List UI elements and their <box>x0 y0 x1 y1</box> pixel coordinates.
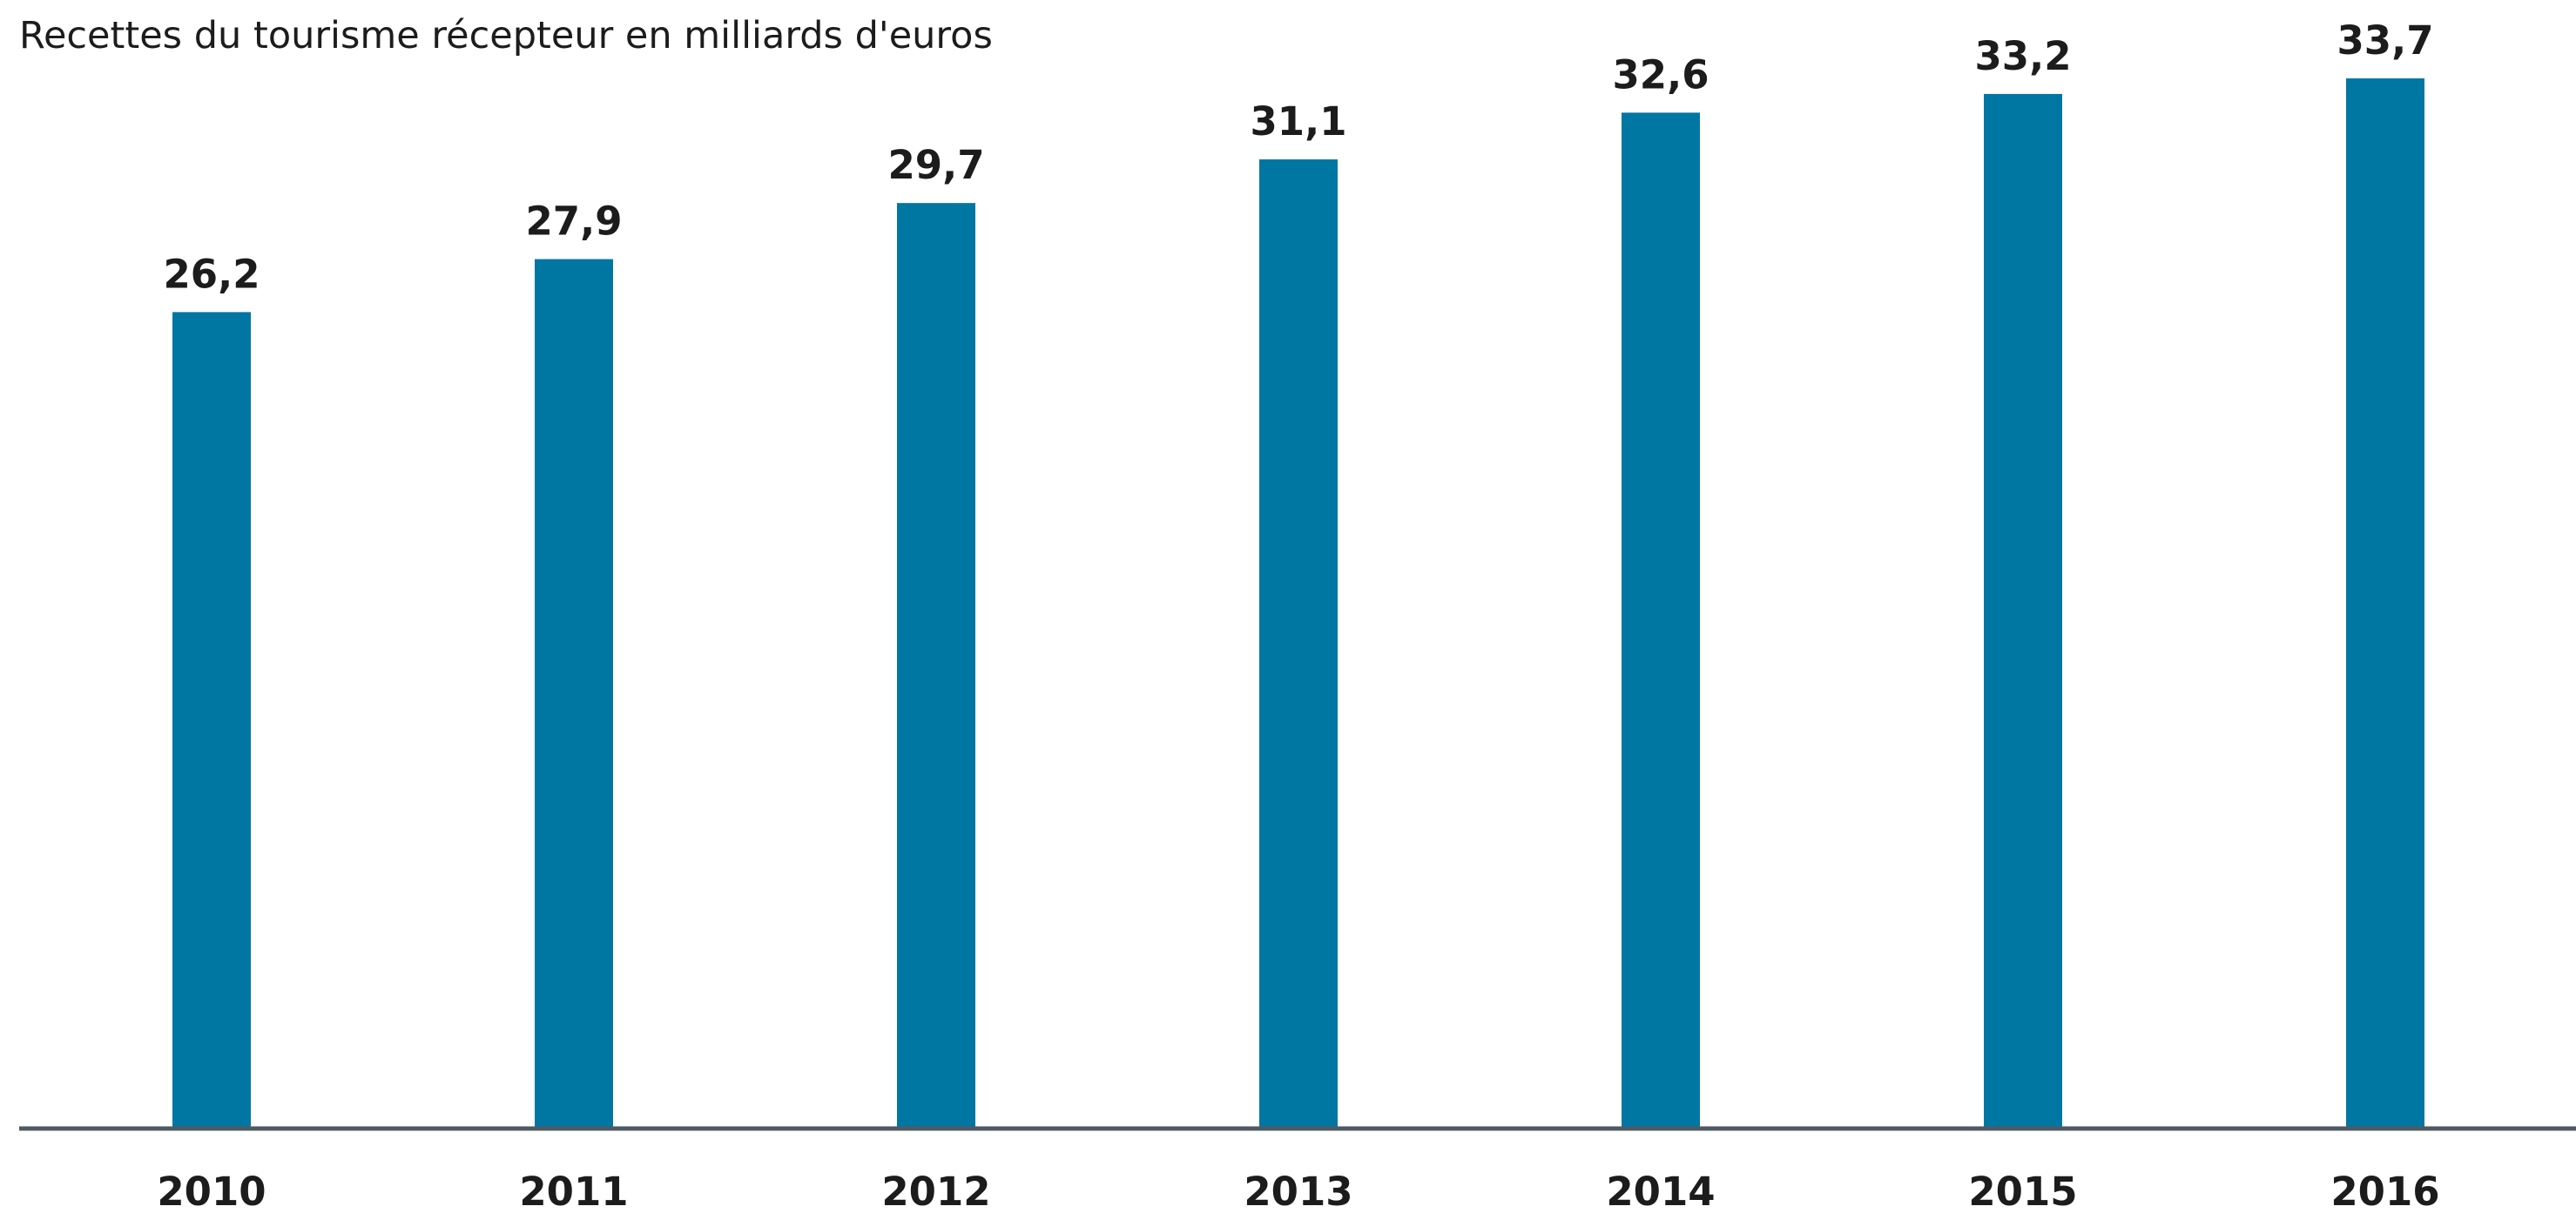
value-label-2012: 29,7 <box>887 142 984 188</box>
x-tick-label-2012: 2012 <box>881 1169 990 1213</box>
x-tick-label-2011: 2011 <box>519 1169 628 1213</box>
x-tick-labels-group: 2010 2011 2012 2013 2014 2015 2016 <box>157 1169 2439 1213</box>
bar-2011 <box>535 259 613 1129</box>
chart-title: Recettes du tourisme récepteur en millia… <box>19 14 993 57</box>
value-label-2014: 32,6 <box>1612 51 1709 98</box>
x-tick-label-2010: 2010 <box>157 1169 266 1213</box>
x-tick-label-2015: 2015 <box>1968 1169 2077 1213</box>
value-label-2015: 33,2 <box>1974 33 2071 79</box>
x-tick-label-2014: 2014 <box>1606 1169 1715 1213</box>
bar-2010 <box>172 312 251 1129</box>
bar-2013 <box>1259 159 1338 1129</box>
value-label-2016: 33,7 <box>2337 17 2433 64</box>
bar-2015 <box>1984 93 2062 1129</box>
bar-2016 <box>2346 78 2424 1129</box>
bars-group <box>172 78 2424 1129</box>
value-labels-group: 26,2 27,9 29,7 31,1 32,6 33,2 33,7 <box>163 17 2433 297</box>
value-label-2013: 31,1 <box>1250 98 1346 145</box>
bar-2014 <box>1622 112 1700 1129</box>
bar-2012 <box>897 203 975 1129</box>
value-label-2010: 26,2 <box>163 251 260 297</box>
value-label-2011: 27,9 <box>525 199 622 245</box>
x-tick-label-2016: 2016 <box>2330 1169 2439 1213</box>
x-tick-label-2013: 2013 <box>1244 1169 1352 1213</box>
